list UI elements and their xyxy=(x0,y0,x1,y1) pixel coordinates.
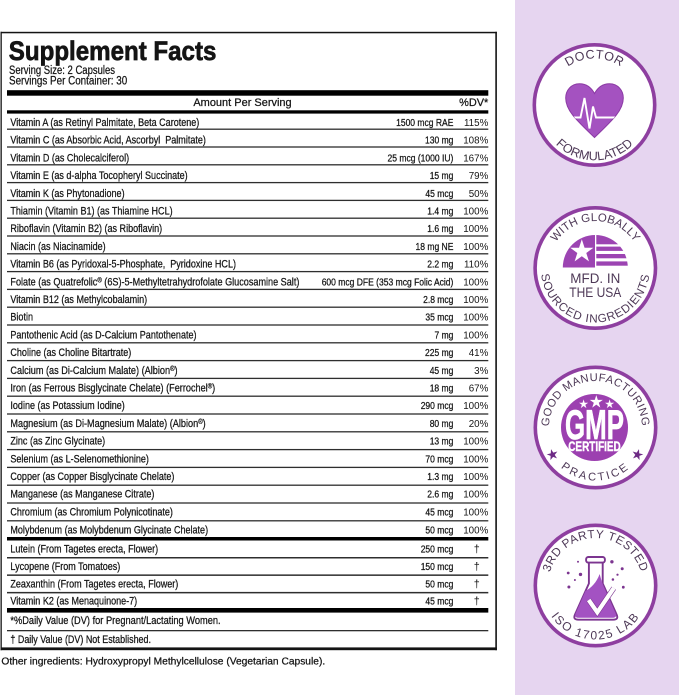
svg-text:Biotin: Biotin xyxy=(10,312,33,324)
svg-text:1.4 mg: 1.4 mg xyxy=(427,207,453,218)
svg-text:*%Daily Value (DV) for Pregnan: *%Daily Value (DV) for Pregnant/Lactatin… xyxy=(10,615,220,627)
svg-text:GMP: GMP xyxy=(565,402,624,448)
svg-text:100%: 100% xyxy=(463,242,488,253)
svg-text:18 mg: 18 mg xyxy=(430,384,454,395)
svg-text:35 mcg: 35 mcg xyxy=(425,313,453,324)
svg-text:100%: 100% xyxy=(463,224,488,235)
svg-text:Manganese (as Manganese Citrat: Manganese (as Manganese Citrate) xyxy=(10,489,154,501)
svg-text:100%: 100% xyxy=(463,277,488,288)
svg-text:100%: 100% xyxy=(463,490,488,501)
svg-text:600 mcg DFE (353 mcg Folic Aci: 600 mcg DFE (353 mcg Folic Acid) xyxy=(322,277,454,288)
svg-text:Chromium (as Chromium Polynico: Chromium (as Chromium Polynicotinate) xyxy=(10,507,173,519)
svg-text:167%: 167% xyxy=(463,153,488,164)
svg-text:Iron (as Ferrous Bisglycinate: Iron (as Ferrous Bisglycinate Chelate) (… xyxy=(10,383,215,395)
svg-text:100%: 100% xyxy=(463,437,488,448)
svg-text:130 mg: 130 mg xyxy=(425,136,453,147)
svg-text:THE USA: THE USA xyxy=(569,285,622,300)
svg-text:2.2 mg: 2.2 mg xyxy=(427,260,453,271)
svg-text:Servings Per Container: 30: Servings Per Container: 30 xyxy=(9,73,127,87)
svg-text:2.8 mcg: 2.8 mcg xyxy=(423,295,453,306)
svg-text:80 mg: 80 mg xyxy=(430,419,454,430)
svg-text:Vitamin K (as Phytonadione): Vitamin K (as Phytonadione) xyxy=(10,188,124,200)
svg-text:250 mcg: 250 mcg xyxy=(421,544,454,555)
svg-text:18 mg NE: 18 mg NE xyxy=(416,242,454,253)
svg-text:25 mcg (1000 IU): 25 mcg (1000 IU) xyxy=(388,153,454,164)
svg-text:110%: 110% xyxy=(464,260,489,271)
svg-text:45 mcg: 45 mcg xyxy=(425,597,453,608)
svg-text:Lycopene (From Tomatoes): Lycopene (From Tomatoes) xyxy=(10,561,120,573)
svg-text:45 mcg: 45 mcg xyxy=(425,508,453,519)
svg-text:100%: 100% xyxy=(463,313,488,324)
svg-text:50 mcg: 50 mcg xyxy=(425,525,453,536)
svg-text:† Daily Value (DV) Not Establi: † Daily Value (DV) Not Established. xyxy=(10,634,151,646)
svg-text:Vitamin E (as d-alpha Tocopher: Vitamin E (as d-alpha Tocopheryl Succina… xyxy=(10,170,187,182)
svg-text:Magnesium (as Di-Magnesium Mal: Magnesium (as Di-Magnesium Malate) (Albi… xyxy=(10,418,205,430)
svg-text:Serving Size: 2 Capsules: Serving Size: 2 Capsules xyxy=(9,63,115,77)
svg-text:†: † xyxy=(474,596,480,608)
svg-text:Choline (as Choline Bitartrate: Choline (as Choline Bitartrate) xyxy=(10,347,131,359)
svg-text:Supplement Facts: Supplement Facts xyxy=(9,36,217,66)
svg-text:Iodine (as Potassium Iodine): Iodine (as Potassium Iodine) xyxy=(10,400,124,412)
svg-text:108%: 108% xyxy=(463,136,488,147)
svg-text:Folate (as Quatrefolic®​ (6S)-: Folate (as Quatrefolic®​ (6S)-5-Methylte… xyxy=(10,276,299,288)
svg-text:Niacin (as Niacinamide): Niacin (as Niacinamide) xyxy=(10,241,105,253)
svg-text:†: † xyxy=(474,578,480,590)
svg-text:100%: 100% xyxy=(463,207,488,218)
svg-text:100%: 100% xyxy=(463,454,488,465)
svg-text:CERTIFIED: CERTIFIED xyxy=(568,439,621,454)
svg-text:1.6 mg: 1.6 mg xyxy=(427,224,453,235)
svg-text:DOCTOR: DOCTOR xyxy=(562,47,626,69)
svg-text:41%: 41% xyxy=(469,348,489,359)
svg-text:Amount Per Serving: Amount Per Serving xyxy=(193,97,291,109)
svg-text:70 mcg: 70 mcg xyxy=(425,454,453,465)
svg-text:150 mcg: 150 mcg xyxy=(421,562,454,573)
svg-text:Zinc (as Zinc Glycinate): Zinc (as Zinc Glycinate) xyxy=(10,436,105,448)
svg-text:1500 mcg RAE: 1500 mcg RAE xyxy=(396,118,454,129)
svg-text:67%: 67% xyxy=(469,384,489,395)
svg-text:79%: 79% xyxy=(469,171,489,182)
svg-text:Vitamin B6 (as Pyridoxal-5-Pho: Vitamin B6 (as Pyridoxal-5-Phosphate, Py… xyxy=(10,259,236,271)
svg-text:Vitamin K2 (as Menaquinone-7): Vitamin K2 (as Menaquinone-7) xyxy=(10,596,137,608)
svg-text:100%: 100% xyxy=(463,401,488,412)
svg-text:225 mg: 225 mg xyxy=(425,348,453,359)
svg-text:Riboflavin (Vitamin B2) (as Ri: Riboflavin (Vitamin B2) (as Riboflavin) xyxy=(10,223,162,235)
svg-text:Pantothenic Acid (as D-Calcium: Pantothenic Acid (as D-Calcium Pantothen… xyxy=(10,329,196,341)
svg-text:Vitamin A (as Retinyl Palmitat: Vitamin A (as Retinyl Palmitate, Beta Ca… xyxy=(10,117,199,129)
svg-text:100%: 100% xyxy=(463,525,488,536)
svg-text:Other ingredients: Hydroxyprop: Other ingredients: Hydroxypropyl Methylc… xyxy=(1,657,325,668)
svg-text:100%: 100% xyxy=(463,295,488,306)
svg-text:100%: 100% xyxy=(463,330,488,341)
svg-text:Selenium (as L-Selenomethionin: Selenium (as L-Selenomethionine) xyxy=(10,453,149,465)
svg-text:†: † xyxy=(474,561,480,573)
svg-text:Lutein (From Tagetes erecta, F: Lutein (From Tagetes erecta, Flower) xyxy=(10,543,158,555)
svg-text:290 mcg: 290 mcg xyxy=(421,401,454,412)
svg-text:13 mg: 13 mg xyxy=(430,437,454,448)
svg-text:45 mg: 45 mg xyxy=(430,366,454,377)
svg-text:50 mcg: 50 mcg xyxy=(425,579,453,590)
svg-text:45 mcg: 45 mcg xyxy=(425,189,453,200)
svg-text:3%: 3% xyxy=(474,366,488,377)
svg-text:100%: 100% xyxy=(463,472,488,483)
svg-text:1.3 mg: 1.3 mg xyxy=(427,472,453,483)
svg-text:50%: 50% xyxy=(469,189,489,200)
svg-text:Molybdenum (as Molybdenum Glyc: Molybdenum (as Molybdenum Glycinate Chel… xyxy=(10,524,208,536)
svg-text:Thiamin (Vitamin B1) (as Thiam: Thiamin (Vitamin B1) (as Thiamine HCL) xyxy=(10,206,172,218)
svg-text:2.6 mg: 2.6 mg xyxy=(427,490,453,501)
svg-text:Vitamin B12 (as Methylcobalami: Vitamin B12 (as Methylcobalamin) xyxy=(10,294,147,306)
svg-text:Vitamin D (as Cholecalciferol): Vitamin D (as Cholecalciferol) xyxy=(10,152,129,164)
svg-text:†: † xyxy=(474,543,480,555)
svg-text:Calcium (as Di-Calcium Malate): Calcium (as Di-Calcium Malate) (Albion®​… xyxy=(10,365,177,377)
svg-text:15 mg: 15 mg xyxy=(430,171,454,182)
svg-text:20%: 20% xyxy=(469,419,489,430)
svg-text:Vitamin C (as Absorbic Acid, A: Vitamin C (as Absorbic Acid, Ascorbyl Pa… xyxy=(10,135,206,147)
svg-text:%DV*: %DV* xyxy=(459,97,489,109)
svg-text:100%: 100% xyxy=(463,508,488,519)
svg-text:Copper (as Copper Bisglycinate: Copper (as Copper Bisglycinate Chelate) xyxy=(10,471,174,483)
svg-text:7 mg: 7 mg xyxy=(435,330,454,341)
svg-text:Zeaxanthin (From Tagetes erect: Zeaxanthin (From Tagetes erecta, Flower) xyxy=(10,578,178,590)
svg-text:115%: 115% xyxy=(464,118,489,129)
svg-text:MFD. IN: MFD. IN xyxy=(570,271,620,286)
